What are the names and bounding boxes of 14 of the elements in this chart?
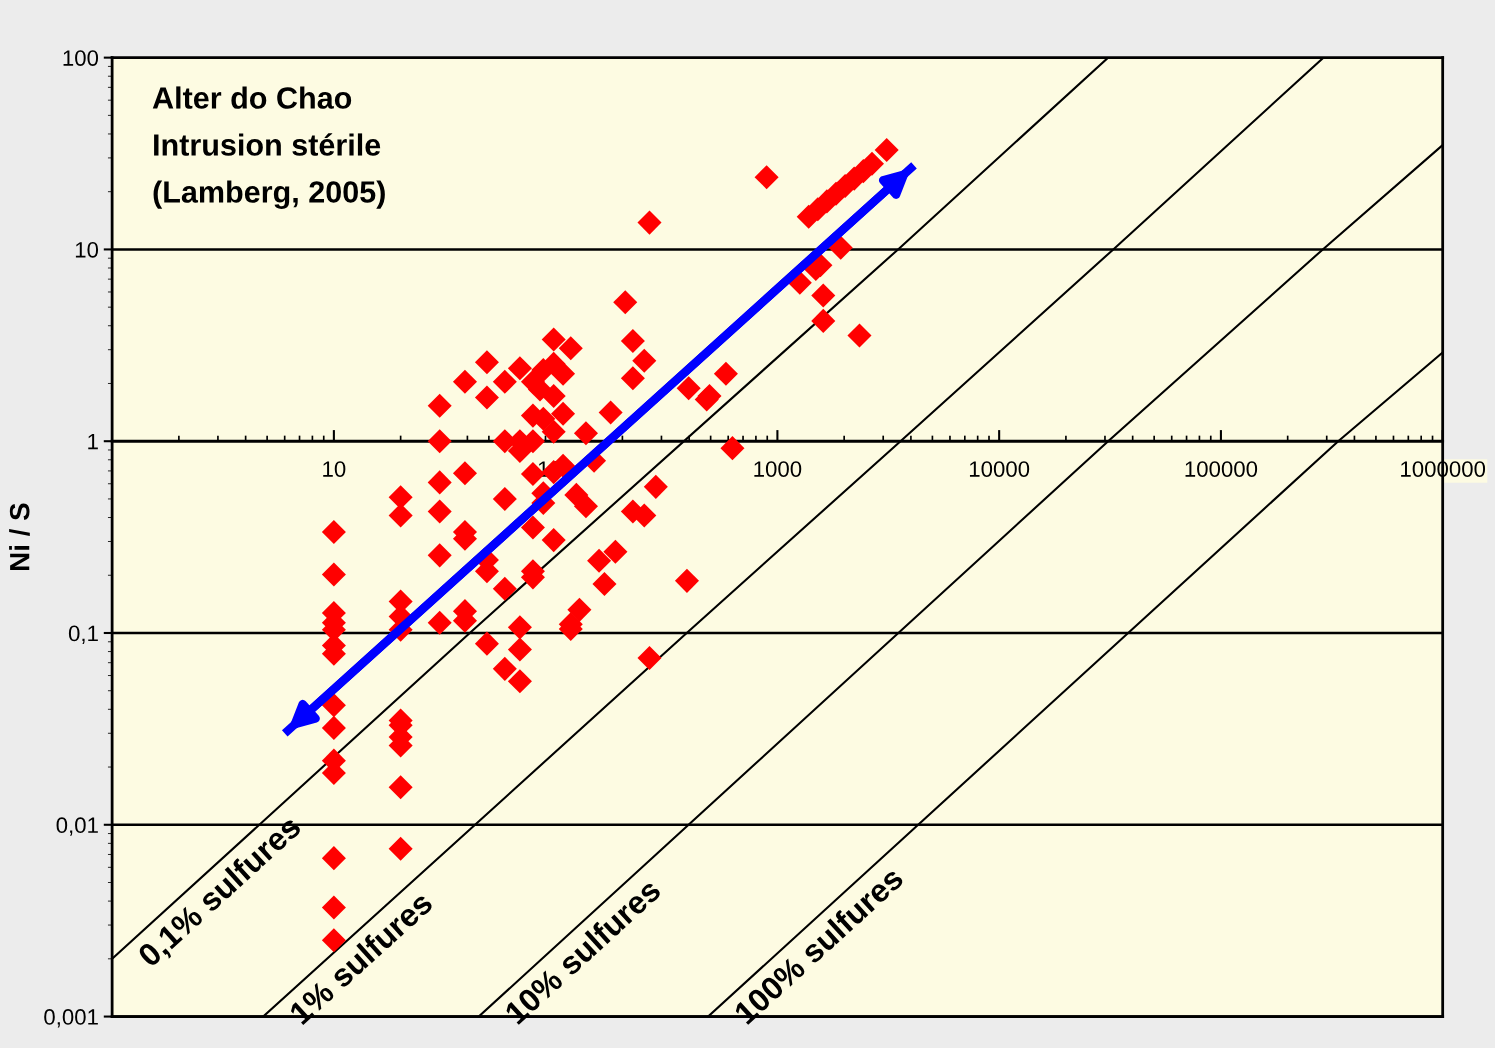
x-tick-label: 1000 — [754, 461, 802, 477]
y-axis-title: Ni / S — [9, 503, 30, 570]
y-tick-label: 1 — [88, 433, 98, 450]
y-tick-label: 10 — [75, 241, 99, 258]
annotation: Alter do Chao — [152, 86, 352, 109]
x-tick-label: 10 — [323, 461, 346, 477]
x-tick-label: 10000 — [969, 461, 1030, 477]
y-tick-label: 100 — [63, 50, 99, 66]
y-tick-label: 0,1 — [68, 625, 98, 644]
y-tick-label: 0,001 — [44, 1009, 98, 1028]
x-tick-label: 100000 — [1185, 461, 1258, 477]
annotation: (Lamberg, 2005) — [153, 180, 385, 209]
annotation: Intrusion stérile — [154, 133, 381, 156]
y-tick-label: 0,01 — [56, 817, 98, 836]
